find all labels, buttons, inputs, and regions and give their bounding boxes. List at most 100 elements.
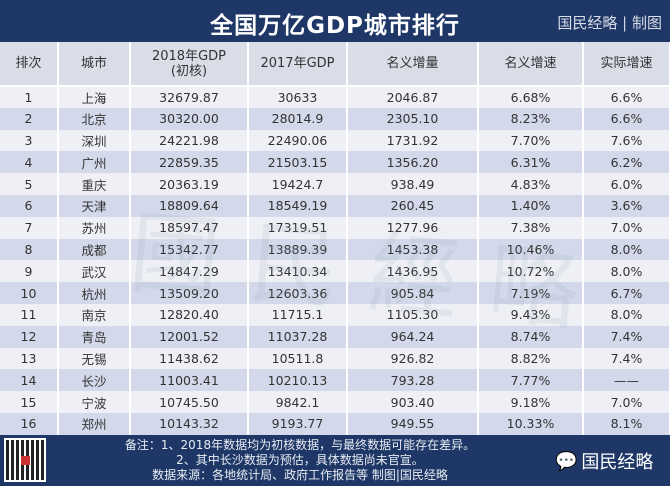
table-cell: 926.82 [347, 347, 479, 370]
table-cell: 4 [0, 151, 59, 174]
table-cell: 7.70% [478, 129, 584, 152]
table-cell: 1277.96 [347, 216, 479, 239]
table-cell: 903.40 [347, 391, 479, 413]
column-header: 2018年GDP (初核) [130, 42, 249, 87]
page-title: 全国万亿GDP城市排行 [210, 13, 460, 39]
table-cell: 4.83% [478, 173, 584, 195]
column-header: 实际增速 [583, 42, 670, 87]
qr-code-icon [4, 438, 46, 482]
table-cell: 10745.50 [130, 391, 249, 413]
table-cell: 20363.19 [130, 173, 249, 195]
table-cell: 8.0% [583, 260, 670, 283]
table-cell: 30633 [248, 86, 348, 108]
table-row: 1 上海 32679.87 30633 2046.87 6.68% 6.6% [0, 86, 670, 108]
table-cell: 24221.98 [130, 129, 249, 152]
table-cell: 无锡 [58, 347, 131, 370]
footer-notes: 备注：1、2018年数据均为初核数据，与最终数据可能存在差异。 2、其中长沙数据… [60, 438, 540, 483]
table-cell: 6.6% [583, 86, 670, 108]
footer: 备注：1、2018年数据均为初核数据，与最终数据可能存在差异。 2、其中长沙数据… [0, 435, 670, 486]
table-cell: 10.33% [478, 412, 584, 435]
table-cell: 16 [0, 412, 59, 435]
table-cell: 964.24 [347, 325, 479, 348]
table-cell: 1436.95 [347, 260, 479, 283]
table-cell: 7.0% [583, 391, 670, 413]
table-cell: 7.4% [583, 347, 670, 370]
table-cell: 6.31% [478, 151, 584, 174]
table-row: 15 宁波 10745.50 9842.1 903.40 9.18% 7.0% [0, 391, 670, 413]
table-cell: 17319.51 [248, 216, 348, 239]
table-cell: 18549.19 [248, 194, 348, 217]
table-cell: 14847.29 [130, 260, 249, 283]
table-cell: —— [583, 369, 670, 392]
table-cell: 杭州 [58, 282, 131, 304]
table-cell: 8.74% [478, 325, 584, 348]
table-cell: 10 [0, 282, 59, 304]
column-header: 排次 [0, 42, 59, 87]
table-cell: 260.45 [347, 194, 479, 217]
table-row: 13 无锡 11438.62 10511.8 926.82 8.82% 7.4% [0, 347, 670, 370]
column-header: 名义增速 [478, 42, 584, 87]
table-cell: 15342.77 [130, 238, 249, 261]
table-cell: 8 [0, 238, 59, 261]
table-cell: 22490.06 [248, 129, 348, 152]
title-bar: 全国万亿GDP城市排行 国民经略 | 制图 [0, 0, 670, 42]
table-row: 16 郑州 10143.32 9193.77 949.55 10.33% 8.1% [0, 412, 670, 435]
column-header: 2017年GDP [248, 42, 348, 87]
table-cell: 28014.9 [248, 107, 348, 130]
column-header: 名义增量 [347, 42, 479, 87]
table-cell: 9193.77 [248, 412, 348, 435]
table-row: 6 天津 18809.64 18549.19 260.45 1.40% 3.6% [0, 194, 670, 217]
table-cell: 12001.52 [130, 325, 249, 348]
table-cell: 10511.8 [248, 347, 348, 370]
table-cell: 30320.00 [130, 107, 249, 130]
table-cell: 1453.38 [347, 238, 479, 261]
table-cell: 郑州 [58, 412, 131, 435]
table-row: 10 杭州 13509.20 12603.36 905.84 7.19% 6.7% [0, 282, 670, 304]
table-cell: 8.23% [478, 107, 584, 130]
table-cell: 9 [0, 260, 59, 283]
table-cell: 天津 [58, 194, 131, 217]
table-cell: 2305.10 [347, 107, 479, 130]
note-2: 2、其中长沙数据为预估，具体数据尚未官宣。 [176, 453, 424, 467]
wechat-account: 💬 国民经略 [555, 448, 653, 474]
table-row: 11 南京 12820.40 11715.1 1105.30 9.43% 8.0% [0, 303, 670, 326]
table-row: 8 成都 15342.77 13889.39 1453.38 10.46% 8.0% [0, 238, 670, 261]
table-cell: 9842.1 [248, 391, 348, 413]
table-cell: 10.72% [478, 260, 584, 283]
table-cell: 苏州 [58, 216, 131, 239]
table-cell: 10.46% [478, 238, 584, 261]
table-cell: 11 [0, 303, 59, 326]
table-row: 5 重庆 20363.19 19424.7 938.49 4.83% 6.0% [0, 173, 670, 195]
table-cell: 15 [0, 391, 59, 413]
table-cell: 5 [0, 173, 59, 195]
table-cell: 6.68% [478, 86, 584, 108]
table-cell: 793.28 [347, 369, 479, 392]
table-cell: 18597.47 [130, 216, 249, 239]
table-cell: 13 [0, 347, 59, 370]
account-name: 国民经略 [581, 452, 654, 473]
table-cell: 8.1% [583, 412, 670, 435]
table-cell: 21503.15 [248, 151, 348, 174]
table-cell: 8.0% [583, 303, 670, 326]
table-header: 排次 城市 2018年GDP (初核) 2017年GDP 名义增量 名义增速 实际增速 [0, 42, 670, 87]
table-cell: 宁波 [58, 391, 131, 413]
table-cell: 6.6% [583, 107, 670, 130]
note-1: 备注：1、2018年数据均为初核数据，与最终数据可能存在差异。 [124, 438, 476, 452]
table-cell: 22859.35 [130, 151, 249, 174]
brand-credit: 国民经略 | 制图 [557, 14, 662, 32]
table-cell: 10210.13 [248, 369, 348, 392]
table-cell: 6.2% [583, 151, 670, 174]
table-cell: 7.6% [583, 129, 670, 152]
table-cell: 9.43% [478, 303, 584, 326]
table-cell: 905.84 [347, 282, 479, 304]
table-cell: 11003.41 [130, 369, 249, 392]
table-cell: 13410.34 [248, 260, 348, 283]
table-cell: 6.0% [583, 173, 670, 195]
table-cell: 7.38% [478, 216, 584, 239]
column-header: 城市 [58, 42, 131, 87]
table-row: 3 深圳 24221.98 22490.06 1731.92 7.70% 7.6% [0, 129, 670, 152]
table-cell: 青岛 [58, 325, 131, 348]
table-cell: 8.82% [478, 347, 584, 370]
table-cell: 12603.36 [248, 282, 348, 304]
